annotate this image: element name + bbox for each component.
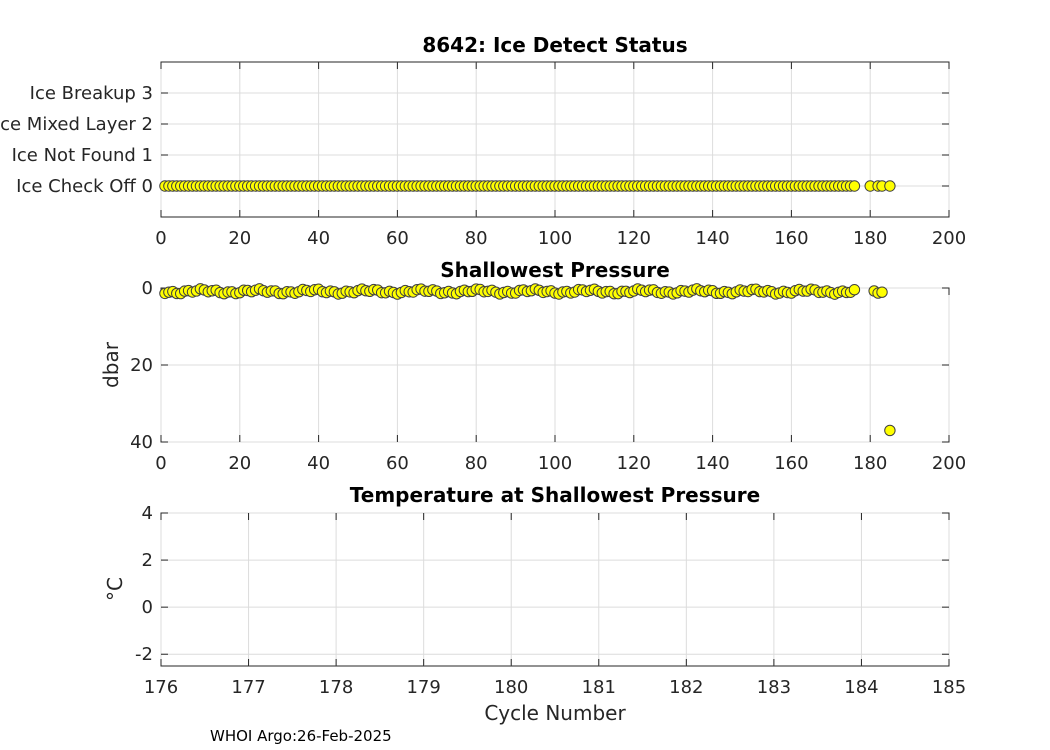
x-tick-label: 20 (228, 228, 251, 249)
x-tick-label: 0 (155, 453, 166, 474)
x-axis-label-temperature: Cycle Number (484, 701, 626, 725)
x-tick-label: 180 (853, 453, 887, 474)
x-tick-label: 120 (617, 453, 651, 474)
x-tick-label: 60 (386, 453, 409, 474)
pressure-point (876, 286, 888, 298)
chart-title-ice: 8642: Ice Detect Status (422, 33, 687, 57)
ice-status-point (848, 180, 861, 192)
x-tick-label: 80 (465, 228, 488, 249)
x-tick-label: 181 (582, 677, 616, 698)
x-tick-label: 180 (853, 228, 887, 249)
x-tick-label: 20 (228, 453, 251, 474)
y-tick-label: Ice Not Found 1 (12, 145, 153, 166)
x-tick-label: 0 (155, 228, 166, 249)
x-tick-label: 80 (465, 453, 488, 474)
x-tick-label: 100 (538, 453, 572, 474)
x-tick-label: 176 (144, 677, 178, 698)
x-tick-label: 100 (538, 228, 572, 249)
x-tick-label: 40 (307, 228, 330, 249)
x-tick-label: 160 (774, 228, 808, 249)
y-tick-label: 40 (130, 432, 153, 453)
x-tick-label: 179 (406, 677, 440, 698)
x-tick-label: 178 (319, 677, 353, 698)
x-tick-label: 60 (386, 228, 409, 249)
x-tick-label: 160 (774, 453, 808, 474)
plot-frame-temperature (160, 512, 950, 667)
y-axis-label-pressure: dbar (99, 341, 123, 388)
x-tick-label: 183 (757, 677, 791, 698)
x-tick-label: 200 (932, 228, 966, 249)
x-tick-label: 140 (695, 453, 729, 474)
panel-shallowest-pressure: 0 20 40 60 80 100 120 140 160 180 200 0 20 40 Shallow… (99, 258, 966, 474)
y-axis-label-temperature: °C (103, 577, 127, 601)
y-tick-label: Ice Breakup 3 (30, 83, 153, 104)
pressure-point (848, 284, 861, 296)
y-tick-label: 20 (130, 355, 153, 376)
ice-status-point (884, 180, 896, 192)
y-tick-label: 4 (142, 503, 153, 524)
x-tick-label: 182 (669, 677, 703, 698)
panel-temperature: 176 177 178 179 180 181 182 183 184 185 -2 0 2 4 Temp… (103, 483, 966, 725)
x-tick-label: 140 (695, 228, 729, 249)
x-tick-label: 184 (844, 677, 878, 698)
x-tick-label: 180 (494, 677, 528, 698)
y-tick-label: 0 (142, 597, 153, 618)
pressure-outlier-point (884, 424, 896, 437)
y-tick-label: Ice Check Off 0 (16, 176, 153, 197)
y-tick-label: 0 (142, 278, 153, 299)
x-tick-label: 177 (231, 677, 265, 698)
chart-title-pressure: Shallowest Pressure (440, 258, 670, 282)
x-tick-label: 40 (307, 453, 330, 474)
y-tick-label: 2 (142, 550, 153, 571)
x-tick-label: 200 (932, 453, 966, 474)
x-tick-label: 120 (617, 228, 651, 249)
x-tick-label: 185 (932, 677, 966, 698)
panel-ice-detect: 0 20 40 60 80 100 120 140 160 180 200 Ice Check Off… (0, 33, 966, 249)
y-tick-label: Ice Mixed Layer 2 (0, 114, 153, 135)
y-tick-label: -2 (135, 644, 153, 665)
footer-credit: WHOI Argo:26-Feb-2025 (210, 727, 392, 745)
chart-title-temperature: Temperature at Shallowest Pressure (350, 483, 760, 507)
